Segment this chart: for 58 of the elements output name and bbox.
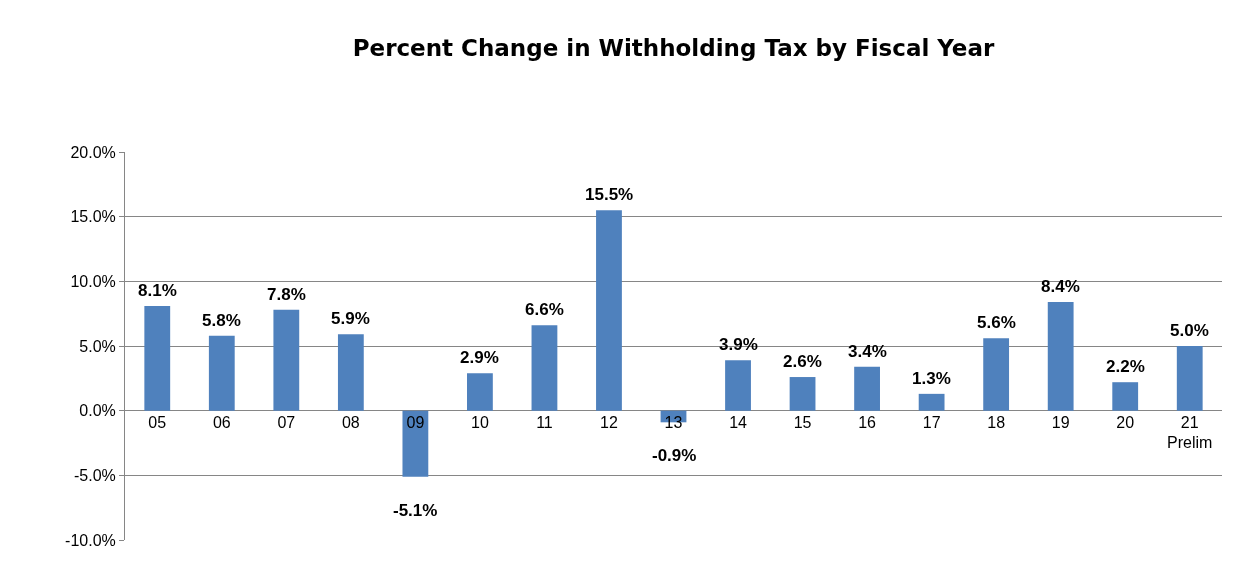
y-tick-label: 10.0%	[70, 272, 116, 290]
chart-title: Percent Change in Withholding Tax by Fiscal Year	[352, 34, 995, 61]
y-tick-label: 0.0%	[79, 402, 116, 420]
x-tick-label: 10	[471, 413, 489, 431]
data-label: 8.4%	[1041, 277, 1080, 296]
bar	[596, 210, 622, 411]
bar	[1112, 382, 1139, 411]
x-tick-label: 13	[664, 413, 683, 431]
x-tick-label: 20	[1116, 413, 1135, 431]
x-tick-label: 08	[341, 413, 360, 431]
x-tick-label: 17	[922, 413, 941, 431]
bar	[402, 410, 429, 477]
data-label: 2.6%	[783, 352, 822, 371]
data-label: 5.0%	[1170, 321, 1209, 340]
data-label: 2.9%	[460, 348, 499, 367]
x-tick-label: 05	[148, 413, 167, 431]
x-tick-label: 19	[1051, 413, 1070, 431]
bar	[273, 309, 300, 411]
y-tick-label: 20.0%	[70, 143, 116, 161]
data-label: 3.4%	[848, 342, 887, 361]
x-tick-label: 14	[729, 413, 748, 431]
x-tick-label: 07	[277, 413, 296, 431]
data-label: 5.8%	[202, 311, 241, 330]
bar	[854, 366, 880, 411]
data-label: 1.3%	[912, 369, 951, 388]
bar	[208, 335, 235, 411]
data-label: 2.2%	[1106, 357, 1145, 376]
bar	[531, 325, 558, 411]
x-tick-label: 15	[793, 413, 812, 431]
y-tick-label: -5.0%	[74, 466, 116, 484]
bar	[725, 360, 751, 411]
bar	[918, 393, 945, 411]
bar	[1047, 302, 1074, 411]
bar	[467, 373, 493, 411]
bar	[789, 377, 816, 411]
data-label: 3.9%	[719, 335, 758, 354]
data-label: 15.5%	[585, 185, 634, 204]
bar	[337, 334, 364, 411]
x-tick-label: 09	[406, 413, 425, 431]
data-label: 5.9%	[331, 309, 370, 328]
x-tick-label: 21 Prelim	[1167, 413, 1213, 452]
data-label: 7.8%	[267, 285, 306, 304]
data-label: 6.6%	[525, 300, 564, 319]
data-label: 8.1%	[138, 281, 177, 300]
x-tick-label: 12	[600, 413, 618, 431]
x-tick-label: 11	[536, 413, 553, 431]
bar	[144, 305, 171, 411]
x-tick-label: 18	[987, 413, 1006, 431]
y-tick-label: 5.0%	[79, 337, 116, 355]
bar	[1176, 346, 1203, 411]
y-tick-label: -10.0%	[65, 531, 116, 549]
y-tick-label: 15.0%	[70, 208, 116, 226]
data-label: 5.6%	[977, 313, 1016, 332]
data-label: -0.9%	[652, 446, 697, 465]
x-tick-label: 06	[212, 413, 231, 431]
data-label: -5.1%	[393, 501, 438, 520]
x-tick-label: 16	[858, 413, 877, 431]
bar	[983, 338, 1010, 411]
